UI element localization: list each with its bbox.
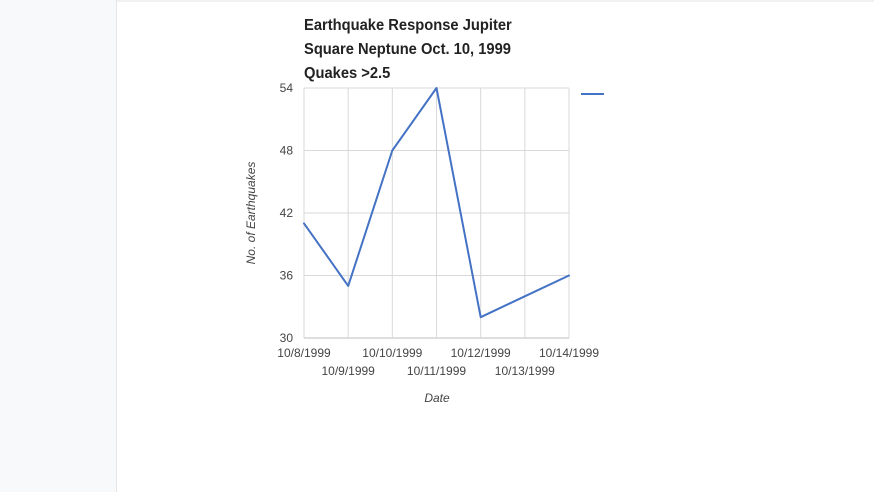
x-tick-label: 10/10/1999	[362, 346, 422, 360]
y-tick-label: 54	[280, 81, 294, 95]
top-divider	[117, 0, 874, 2]
x-tick-label: 10/13/1999	[495, 364, 555, 378]
x-tick-label: 10/12/1999	[451, 346, 511, 360]
y-axis-title: No. of Earthquakes	[244, 162, 258, 265]
chart-title-line-1: Earthquake Response Jupiter	[304, 17, 512, 34]
x-tick-label: 10/11/1999	[407, 364, 466, 378]
chart-title-line-2: Square Neptune Oct. 10, 1999	[304, 41, 511, 58]
x-axis-ticks: 10/8/1999 10/9/1999 10/10/1999 10/11/1999 10…	[277, 346, 599, 378]
data-point	[567, 273, 572, 278]
data-point	[346, 283, 351, 288]
y-axis-ticks: 30 36 42 48 54	[280, 81, 294, 345]
y-tick-label: 36	[280, 269, 294, 283]
x-tick-label: 10/9/1999	[321, 364, 375, 378]
data-point	[434, 86, 439, 91]
side-panel	[0, 0, 117, 492]
x-axis-title: Date	[424, 391, 450, 405]
data-point	[522, 294, 527, 299]
series-layer	[302, 86, 572, 320]
x-tick-label: 10/8/1999	[277, 346, 331, 360]
data-point	[390, 148, 395, 153]
chart-title-line-3: Quakes >2.5	[304, 65, 391, 82]
chart-title: Earthquake Response Jupiter Square Neptu…	[304, 14, 525, 86]
data-point	[478, 315, 483, 320]
y-tick-label: 30	[280, 331, 294, 345]
y-tick-label: 42	[280, 206, 294, 220]
gridlines	[303, 87, 570, 339]
series-line	[303, 87, 570, 319]
data-point	[302, 221, 307, 226]
y-tick-label: 48	[280, 144, 294, 158]
x-tick-label: 10/14/1999	[539, 346, 599, 360]
